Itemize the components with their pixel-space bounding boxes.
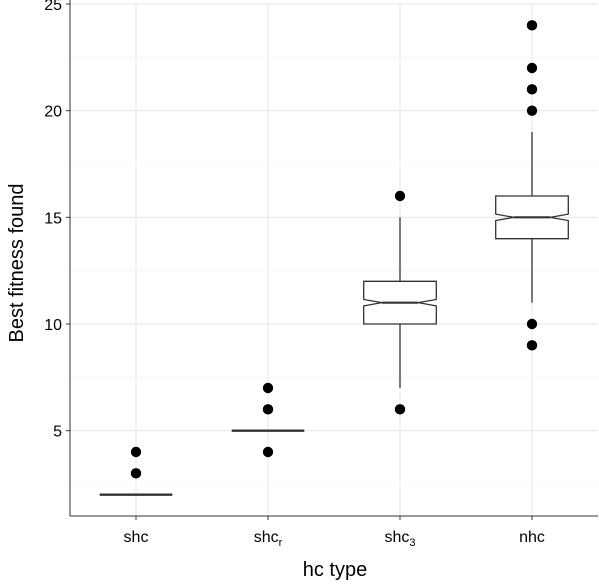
- outlier-point: [262, 382, 274, 394]
- outlier-point: [526, 318, 538, 330]
- outlier-point: [526, 62, 538, 74]
- outlier-point: [526, 340, 538, 351]
- x-tick-label: nhc: [519, 529, 545, 546]
- y-tick-label: 25: [44, 0, 62, 14]
- x-tick-label: shc3: [384, 529, 415, 549]
- box-series: [99, 132, 569, 496]
- x-tick-label-base: nhc: [519, 529, 545, 546]
- outlier-point: [262, 404, 274, 415]
- y-axis-title: Best fitness found: [6, 184, 28, 343]
- outlier-point: [394, 190, 406, 202]
- x-tick-label: shc: [124, 529, 149, 546]
- box-3: [363, 217, 437, 388]
- x-tick-label-subscript: r: [279, 537, 283, 549]
- x-tick-label-base: shc: [124, 529, 149, 546]
- y-tick-label: 15: [44, 210, 62, 227]
- outlier-point: [262, 446, 274, 458]
- y-tick-label: 5: [53, 424, 62, 441]
- outlier-points: [130, 20, 538, 479]
- outlier-point: [130, 446, 142, 458]
- x-tick-label: shcr: [254, 529, 283, 549]
- y-tick-label: 10: [44, 317, 62, 334]
- outlier-point: [526, 20, 538, 31]
- x-tick-label-base: shc: [254, 529, 279, 546]
- x-tick-label-subscript: 3: [409, 537, 415, 549]
- outlier-point: [394, 404, 406, 415]
- outlier-point: [526, 105, 538, 116]
- outlier-point: [130, 468, 142, 479]
- x-tick-label-base: shc: [384, 529, 409, 546]
- outlier-point: [526, 84, 538, 95]
- x-axis-title: hc type: [303, 559, 367, 581]
- box-4: [495, 132, 569, 303]
- y-tick-label: 20: [44, 104, 62, 121]
- grid-lines: [70, 3, 598, 516]
